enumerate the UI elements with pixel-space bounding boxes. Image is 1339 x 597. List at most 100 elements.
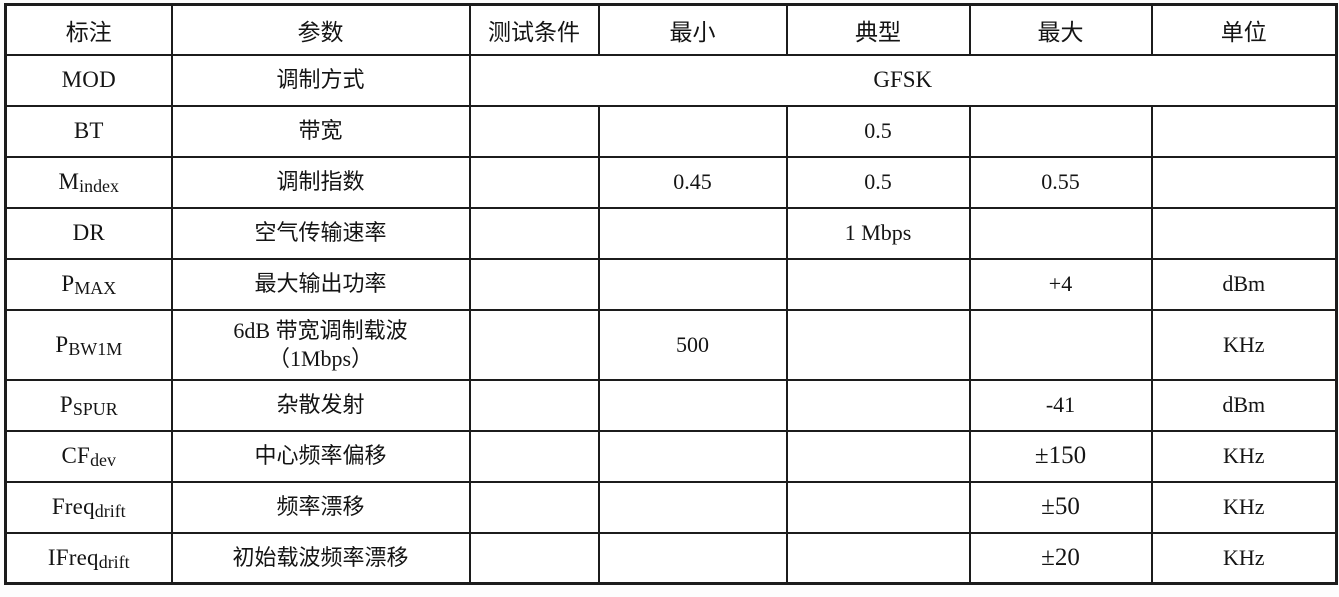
table-row-pspur: PSPUR 杂散发射 -41 dBm	[4, 378, 1338, 432]
cell-typical: 0.5	[785, 155, 971, 209]
cell-merged-value: GFSK	[468, 53, 1338, 107]
row-label: Mindex	[4, 155, 173, 209]
cell-parameter: 调制方式	[170, 53, 471, 107]
label-subscript: SPUR	[72, 399, 118, 420]
cell-test-condition	[468, 378, 600, 432]
row-label: MOD	[4, 53, 173, 107]
cell-typical	[785, 257, 971, 311]
table-row-ifreqdrift: IFreqdrift 初始载波频率漂移 ±20 KHz	[4, 531, 1338, 585]
cell-typical	[785, 308, 971, 381]
cell-test-condition	[468, 257, 600, 311]
row-label: PBW1M	[4, 308, 173, 381]
cell-min	[597, 378, 788, 432]
cell-max	[968, 104, 1153, 158]
cell-min	[597, 531, 788, 585]
label-base: Freq	[51, 494, 95, 519]
table-row-cfdev: CFdev 中心频率偏移 ±150 KHz	[4, 429, 1338, 483]
spec-table-body: MOD 调制方式 GFSK BT 带宽 0.5 Mindex 调制指数 0.45 0.5 0.55 D…	[4, 53, 1338, 585]
cell-test-condition	[468, 206, 600, 260]
cell-test-condition	[468, 155, 600, 209]
label-subscript: index	[79, 176, 119, 197]
row-label: CFdev	[4, 429, 173, 483]
cell-max: ±50	[968, 480, 1153, 534]
cell-unit	[1150, 104, 1338, 158]
cell-typical: 0.5	[785, 104, 971, 158]
label-base: P	[59, 392, 73, 417]
table-row-dr: DR 空气传输速率 1 Mbps	[4, 206, 1338, 260]
cell-test-condition	[468, 429, 600, 483]
table-row-pbw1m: PBW1M 6dB 带宽调制载波 （1Mbps） 500 KHz	[4, 308, 1338, 381]
row-label: DR	[4, 206, 173, 260]
cell-unit	[1150, 206, 1338, 260]
cell-max: 0.55	[968, 155, 1153, 209]
table-row-mindex: Mindex 调制指数 0.45 0.5 0.55	[4, 155, 1338, 209]
label-base: MOD	[61, 67, 116, 92]
cell-min	[597, 104, 788, 158]
cell-min: 500	[597, 308, 788, 381]
column-header-test-condition: 测试条件	[468, 3, 600, 56]
label-subscript: drift	[98, 551, 130, 572]
label-base: M	[58, 169, 80, 194]
cell-unit: dBm	[1150, 257, 1338, 311]
column-header-typical: 典型	[785, 3, 971, 56]
cell-min: 0.45	[597, 155, 788, 209]
cell-max	[968, 308, 1153, 381]
cell-unit: KHz	[1150, 480, 1338, 534]
column-header-parameter: 参数	[170, 3, 471, 56]
cell-typical	[785, 531, 971, 585]
table-row-pmax: PMAX 最大输出功率 +4 dBm	[4, 257, 1338, 311]
cell-min	[597, 429, 788, 483]
header-row: 标注 参数 测试条件 最小 典型 最大 单位	[4, 3, 1338, 56]
cell-unit	[1150, 155, 1338, 209]
cell-unit: dBm	[1150, 378, 1338, 432]
cell-max: +4	[968, 257, 1153, 311]
cell-max: ±20	[968, 531, 1153, 585]
cell-test-condition	[468, 308, 600, 381]
cell-parameter: 初始载波频率漂移	[170, 531, 471, 585]
cell-test-condition	[468, 104, 600, 158]
cell-test-condition	[468, 531, 600, 585]
row-label: PMAX	[4, 257, 173, 311]
label-subscript: dev	[90, 450, 116, 471]
column-header-unit: 单位	[1150, 3, 1338, 56]
cell-unit: KHz	[1150, 308, 1338, 381]
cell-unit: KHz	[1150, 429, 1338, 483]
cell-max	[968, 206, 1153, 260]
label-subscript: BW1M	[68, 338, 123, 359]
row-label: PSPUR	[4, 378, 173, 432]
cell-typical	[785, 480, 971, 534]
label-subscript: drift	[94, 501, 126, 522]
cell-parameter: 频率漂移	[170, 480, 471, 534]
cell-parameter: 空气传输速率	[170, 206, 471, 260]
cell-test-condition	[468, 480, 600, 534]
cell-min	[597, 206, 788, 260]
column-header-min: 最小	[597, 3, 788, 56]
table-row-freqdrift: Freqdrift 频率漂移 ±50 KHz	[4, 480, 1338, 534]
cell-typical	[785, 378, 971, 432]
cell-typical	[785, 429, 971, 483]
cell-parameter: 调制指数	[170, 155, 471, 209]
cell-typical: 1 Mbps	[785, 206, 971, 260]
cell-parameter: 中心频率偏移	[170, 429, 471, 483]
cell-parameter: 最大输出功率	[170, 257, 471, 311]
cell-min	[597, 257, 788, 311]
row-label: IFreqdrift	[4, 531, 173, 585]
row-label: Freqdrift	[4, 480, 173, 534]
spec-table: 标注 参数 测试条件 最小 典型 最大 单位 MOD 调制方式 GFSK BT 带宽 0.5 Minde…	[4, 3, 1338, 585]
column-header-max: 最大	[968, 3, 1153, 56]
label-base: IFreq	[47, 544, 99, 570]
cell-max: ±150	[968, 429, 1153, 483]
label-base: DR	[72, 220, 105, 245]
table-row-mod: MOD 调制方式 GFSK	[4, 53, 1338, 107]
cell-parameter: 带宽	[170, 104, 471, 158]
cell-unit: KHz	[1150, 531, 1338, 585]
row-label: BT	[4, 104, 173, 158]
cell-min	[597, 480, 788, 534]
label-base: CF	[61, 443, 91, 468]
cell-parameter: 杂散发射	[170, 378, 471, 432]
table-row-bt: BT 带宽 0.5	[4, 104, 1338, 158]
cell-parameter: 6dB 带宽调制载波 （1Mbps）	[170, 308, 471, 381]
column-header-label: 标注	[4, 3, 173, 56]
label-base: BT	[73, 118, 104, 143]
